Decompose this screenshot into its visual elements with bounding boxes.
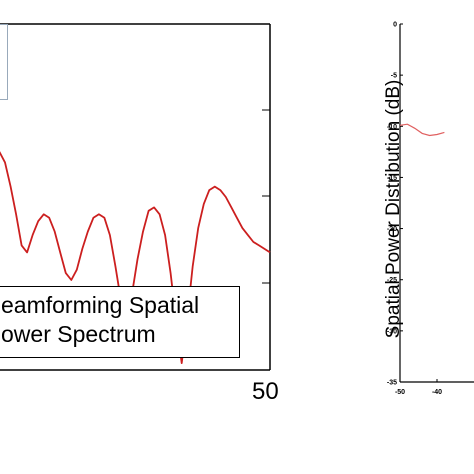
right-x-tick-label: -40	[432, 389, 442, 396]
right-y-ticks: 0 -5 -10 -15 -20 -25 -30 -35	[387, 22, 403, 387]
right-x-ticks: -50 -40	[395, 379, 442, 396]
right-x-tick-label: -50	[395, 389, 405, 396]
right-y-tick-label: -30	[387, 328, 397, 335]
right-series-group	[399, 123, 445, 137]
right-y-tick-label: -20	[387, 226, 397, 233]
annotation-line-2: ower Spectrum	[1, 321, 156, 347]
right-y-tick-label: -25	[387, 277, 397, 284]
right-y-tick-label: -10	[387, 124, 397, 131]
right-y-axis-label: Spatial Power Distribution (dB)	[383, 79, 404, 339]
left-x-tick-label: 50	[252, 378, 279, 405]
right-chart: 0 -5 -10 -15 -20 -25 -30 -35 -50 -40	[387, 22, 474, 396]
right-y-tick-label: -35	[387, 380, 397, 387]
chart-annotation-box: eamforming Spatial ower Spectrum	[0, 286, 240, 358]
annotation-line-1: eamforming Spatial	[1, 292, 200, 318]
right-y-tick-label: -15	[387, 175, 397, 182]
legend-box-stub	[0, 24, 8, 100]
right-y-tick-label: 0	[393, 22, 397, 29]
right-series-line	[399, 123, 445, 137]
right-y-tick-label: -5	[391, 73, 397, 80]
